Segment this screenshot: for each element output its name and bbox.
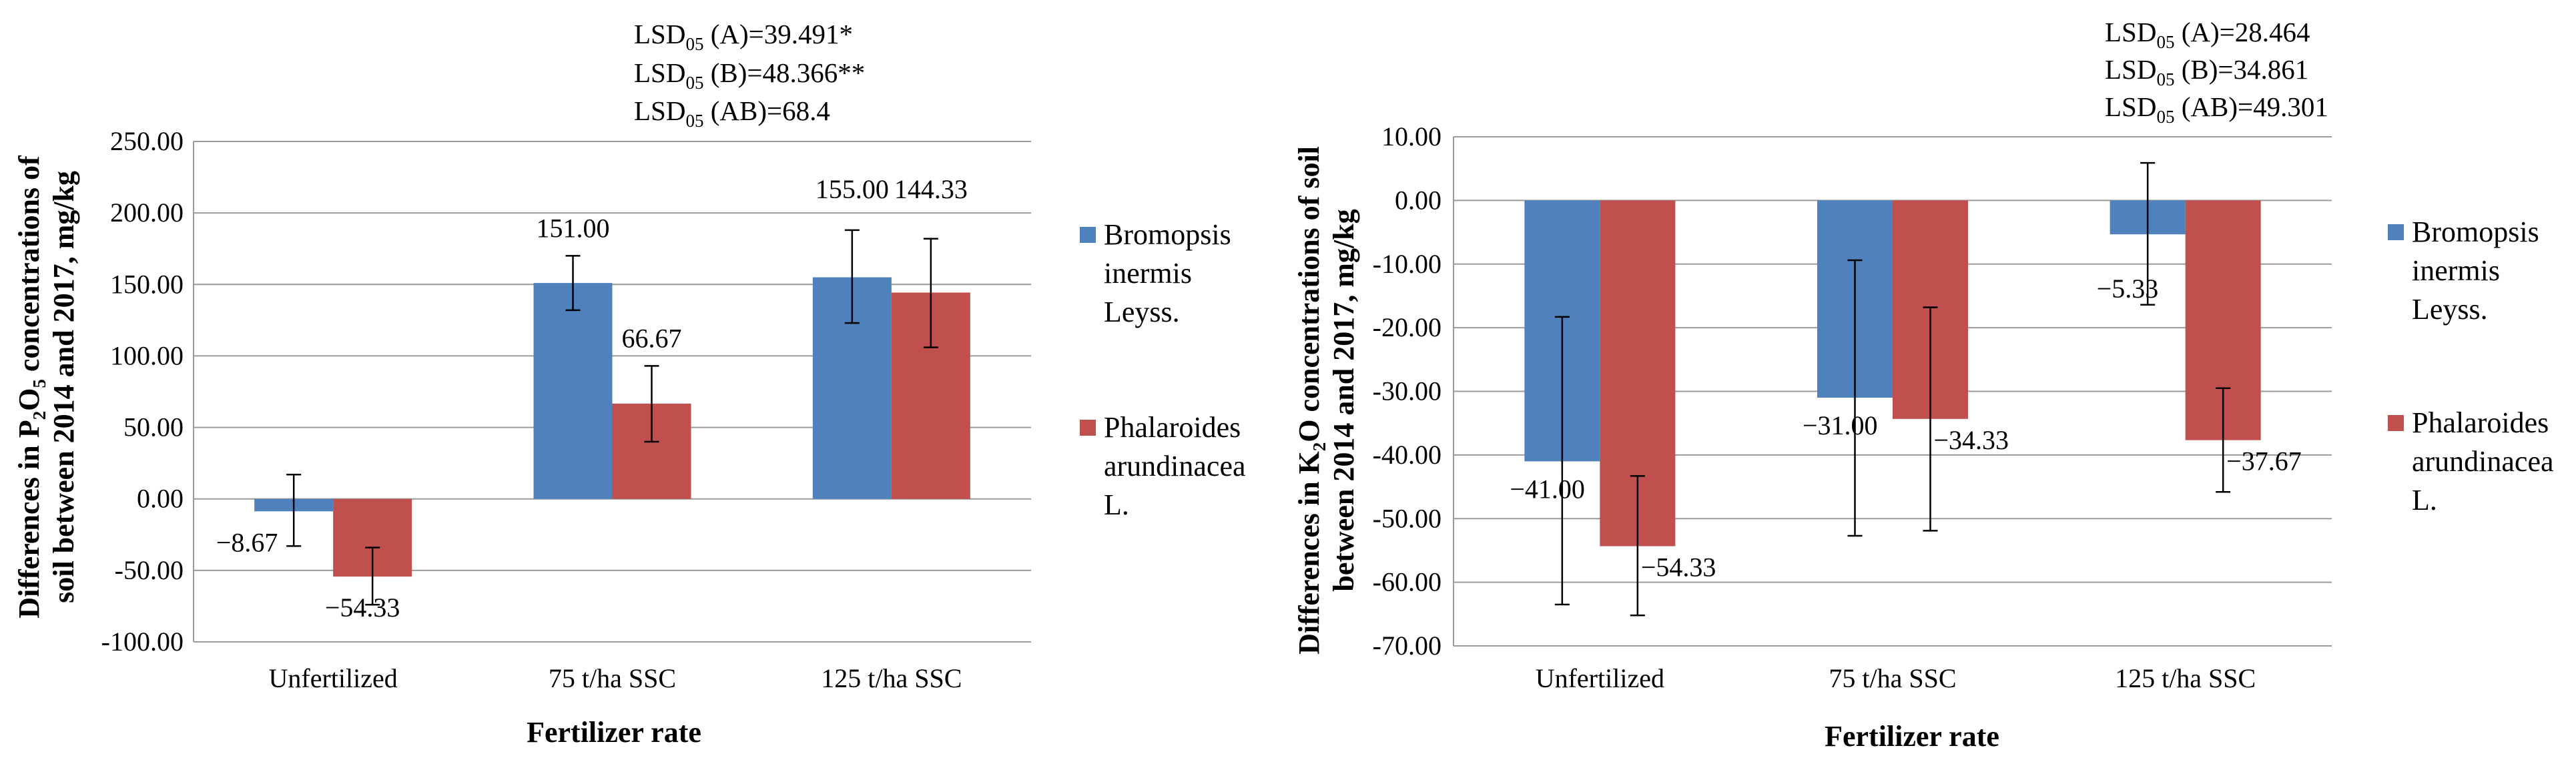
y-tick-label: -40.00	[1373, 440, 1441, 470]
legend-label: Bromopsis	[2412, 216, 2539, 248]
category-label: 125 t/ha SSC	[2115, 663, 2256, 693]
legend-label: arundinacea	[2412, 445, 2554, 478]
y-tick-label: -60.00	[1373, 567, 1441, 597]
data-label: 144.33	[894, 174, 968, 204]
lsd-a-text: LSD05 (A)=39.491*	[634, 19, 853, 54]
category-label: 75 t/ha SSC	[549, 663, 676, 693]
category-labels: Unfertilized 75 t/ha SSC 125 t/ha SSC	[269, 663, 962, 693]
y-tick-label: -30.00	[1373, 376, 1441, 406]
legend-swatch	[1080, 227, 1096, 243]
category-label: Unfertilized	[1536, 663, 1664, 693]
legend-swatch	[1080, 420, 1096, 436]
y-axis-title-line2: soil between 2014 and 2017, mg/kg	[47, 171, 80, 603]
legend-label: Bromopsis	[1104, 218, 1231, 251]
data-label: −41.00	[1510, 474, 1585, 504]
legend-label: L.	[2412, 484, 2437, 516]
y-axis-title-line1: Differences in K2O concentrations of soi…	[1293, 146, 1329, 655]
data-labels: −8.67 −54.33 151.00 66.67 155.00 144.33	[216, 174, 968, 623]
y-axis-title-line2: between 2014 and 2017, mg/kg	[1327, 209, 1360, 591]
y-tick-label: -10.00	[1373, 249, 1441, 279]
bars	[1524, 200, 2261, 546]
legend: Bromopsis inermis Leyss. Phalaroides arundin…	[1080, 218, 1246, 521]
legend-label: arundinacea	[1104, 450, 1246, 482]
data-label: −54.33	[1641, 552, 1716, 583]
data-label: −8.67	[216, 527, 278, 557]
legend-label: Leyss.	[2412, 293, 2488, 326]
y-tick-label: -100.00	[101, 627, 184, 657]
lsd-ab-text: LSD05 (AB)=68.4	[634, 95, 830, 131]
data-label: −31.00	[1803, 410, 1878, 440]
legend-label: Phalaroides	[2412, 406, 2549, 439]
data-label: −5.33	[2097, 274, 2159, 304]
chart-k2o: LSD05 (A)=28.464 LSD05 (B)=34.861 LSD05 …	[1288, 0, 2576, 770]
legend-label: L.	[1104, 488, 1129, 521]
chart-p2o5: LSD05 (A)=39.491* LSD05 (B)=48.366** LSD…	[13, 19, 1246, 749]
y-tick-label: 150.00	[110, 269, 184, 299]
y-axis-title: Differences in P2O5 concentrations of so…	[13, 155, 80, 619]
lsd-ab-text: LSD05 (AB)=49.301	[2105, 91, 2328, 127]
data-label: 66.67	[622, 323, 682, 353]
data-label: 151.00	[537, 213, 610, 243]
legend-label: inermis	[2412, 254, 2500, 287]
y-tick-label: -50.00	[1373, 503, 1441, 533]
category-label: 125 t/ha SSC	[821, 663, 962, 693]
legend: Bromopsis inermis Leyss. Phalaroides arundin…	[2388, 216, 2554, 516]
y-axis-title: Differences in K2O concentrations of soi…	[1293, 146, 1360, 655]
data-label: 155.00	[816, 174, 889, 204]
data-labels: −41.00 −54.33 −31.00 −34.33 −5.33 −37.67	[1510, 274, 2301, 582]
y-tick-label: 100.00	[110, 340, 184, 370]
data-label: −34.33	[1934, 425, 2009, 455]
legend-label: Phalaroides	[1104, 411, 1241, 444]
category-label: 75 t/ha SSC	[1829, 663, 1956, 693]
category-labels: Unfertilized 75 t/ha SSC 125 t/ha SSC	[1536, 663, 2256, 693]
bar	[533, 283, 613, 499]
y-tick-label: 0.00	[137, 484, 184, 514]
x-axis-title: Fertilizer rate	[1825, 720, 1999, 753]
legend-label: inermis	[1104, 257, 1192, 290]
y-tick-label: 10.00	[1381, 121, 1441, 151]
category-label: Unfertilized	[269, 663, 398, 693]
error-bars	[1554, 161, 2231, 617]
y-tick-label: 200.00	[110, 198, 184, 228]
x-axis-title: Fertilizer rate	[527, 716, 701, 749]
y-tick-labels: -70.00 -60.00 -50.00 -40.00 -30.00 -20.00 -10.…	[1373, 121, 1441, 661]
legend-label: Leyss.	[1104, 296, 1180, 328]
lsd-a-text: LSD05 (A)=28.464	[2105, 17, 2310, 52]
data-label: −37.67	[2226, 446, 2302, 476]
y-tick-label: 50.00	[123, 412, 184, 442]
lsd-b-text: LSD05 (B)=48.366**	[634, 57, 865, 93]
lsd-b-text: LSD05 (B)=34.861	[2105, 54, 2308, 89]
y-tick-label: -20.00	[1373, 312, 1441, 342]
y-axis-title-line1: Differences in P2O5 concentrations of	[13, 155, 49, 619]
chart-p2o5-svg: LSD05 (A)=39.491* LSD05 (B)=48.366** LSD…	[13, 19, 1246, 749]
y-tick-label: 250.00	[110, 126, 184, 156]
legend-swatch	[2388, 415, 2404, 431]
legend-swatch	[2388, 224, 2404, 240]
y-tick-label: 0.00	[1395, 185, 1441, 215]
y-tick-label: -50.00	[115, 555, 184, 585]
chart-k2o-svg: LSD05 (A)=28.464 LSD05 (B)=34.861 LSD05 …	[1293, 17, 2554, 753]
error-bars	[286, 229, 938, 606]
y-tick-labels: -100.00 -50.00 0.00 50.00 100.00 150.00 200.00…	[101, 126, 184, 657]
data-label: −54.33	[325, 593, 400, 623]
y-tick-label: -70.00	[1373, 631, 1441, 661]
